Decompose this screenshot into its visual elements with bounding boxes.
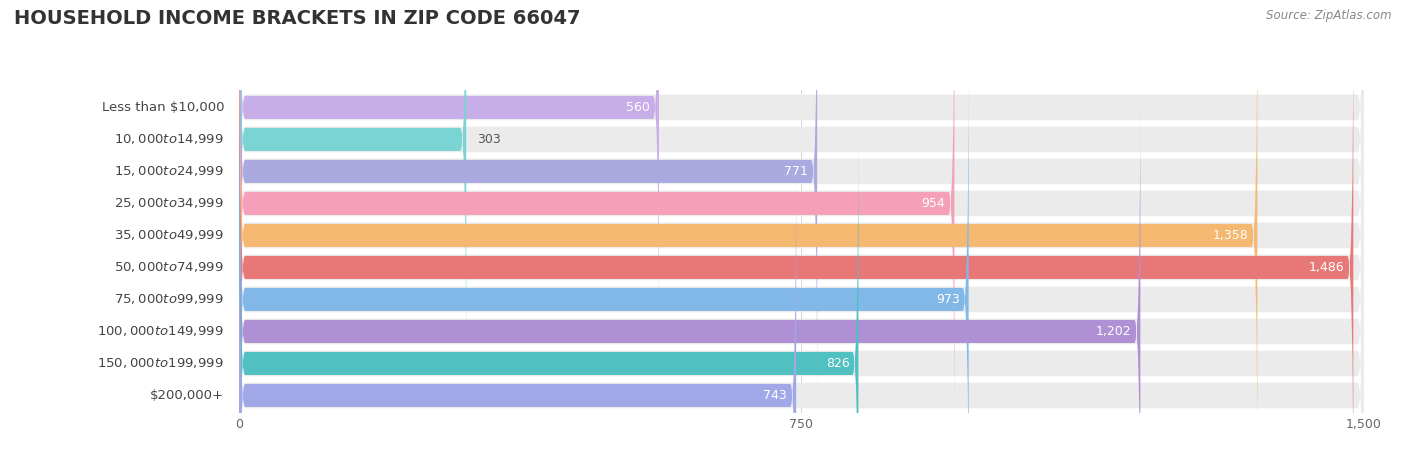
Text: 826: 826	[825, 357, 849, 370]
Text: 303: 303	[478, 133, 501, 146]
FancyBboxPatch shape	[239, 87, 1140, 449]
Text: 560: 560	[626, 101, 650, 114]
Text: 1,358: 1,358	[1212, 229, 1249, 242]
FancyBboxPatch shape	[239, 0, 1257, 449]
Text: 743: 743	[763, 389, 787, 402]
FancyBboxPatch shape	[239, 152, 1364, 449]
FancyBboxPatch shape	[239, 0, 467, 384]
FancyBboxPatch shape	[239, 0, 1364, 351]
Text: 1,202: 1,202	[1095, 325, 1132, 338]
FancyBboxPatch shape	[239, 151, 796, 449]
FancyBboxPatch shape	[239, 88, 1364, 449]
FancyBboxPatch shape	[239, 56, 1364, 449]
Text: Source: ZipAtlas.com: Source: ZipAtlas.com	[1267, 9, 1392, 22]
FancyBboxPatch shape	[239, 120, 1364, 449]
Text: $50,000 to $74,999: $50,000 to $74,999	[114, 260, 224, 274]
FancyBboxPatch shape	[239, 0, 1364, 383]
FancyBboxPatch shape	[239, 0, 1364, 447]
Text: 954: 954	[922, 197, 945, 210]
Text: 973: 973	[936, 293, 960, 306]
FancyBboxPatch shape	[239, 119, 859, 449]
Text: $10,000 to $14,999: $10,000 to $14,999	[114, 132, 224, 146]
Text: $75,000 to $99,999: $75,000 to $99,999	[114, 292, 224, 307]
FancyBboxPatch shape	[239, 55, 969, 449]
Text: $15,000 to $24,999: $15,000 to $24,999	[114, 164, 224, 178]
Text: Less than $10,000: Less than $10,000	[101, 101, 224, 114]
Text: $25,000 to $34,999: $25,000 to $34,999	[114, 196, 224, 211]
Text: 1,486: 1,486	[1309, 261, 1344, 274]
FancyBboxPatch shape	[239, 0, 1364, 449]
Text: $35,000 to $49,999: $35,000 to $49,999	[114, 229, 224, 242]
FancyBboxPatch shape	[239, 23, 1354, 449]
Text: 771: 771	[785, 165, 808, 178]
Text: $150,000 to $199,999: $150,000 to $199,999	[97, 357, 224, 370]
Text: HOUSEHOLD INCOME BRACKETS IN ZIP CODE 66047: HOUSEHOLD INCOME BRACKETS IN ZIP CODE 66…	[14, 9, 581, 28]
Text: $100,000 to $149,999: $100,000 to $149,999	[97, 325, 224, 339]
FancyBboxPatch shape	[239, 0, 955, 448]
Text: $200,000+: $200,000+	[150, 389, 224, 402]
FancyBboxPatch shape	[239, 0, 1364, 415]
FancyBboxPatch shape	[239, 0, 817, 416]
FancyBboxPatch shape	[239, 0, 659, 352]
FancyBboxPatch shape	[239, 24, 1364, 449]
